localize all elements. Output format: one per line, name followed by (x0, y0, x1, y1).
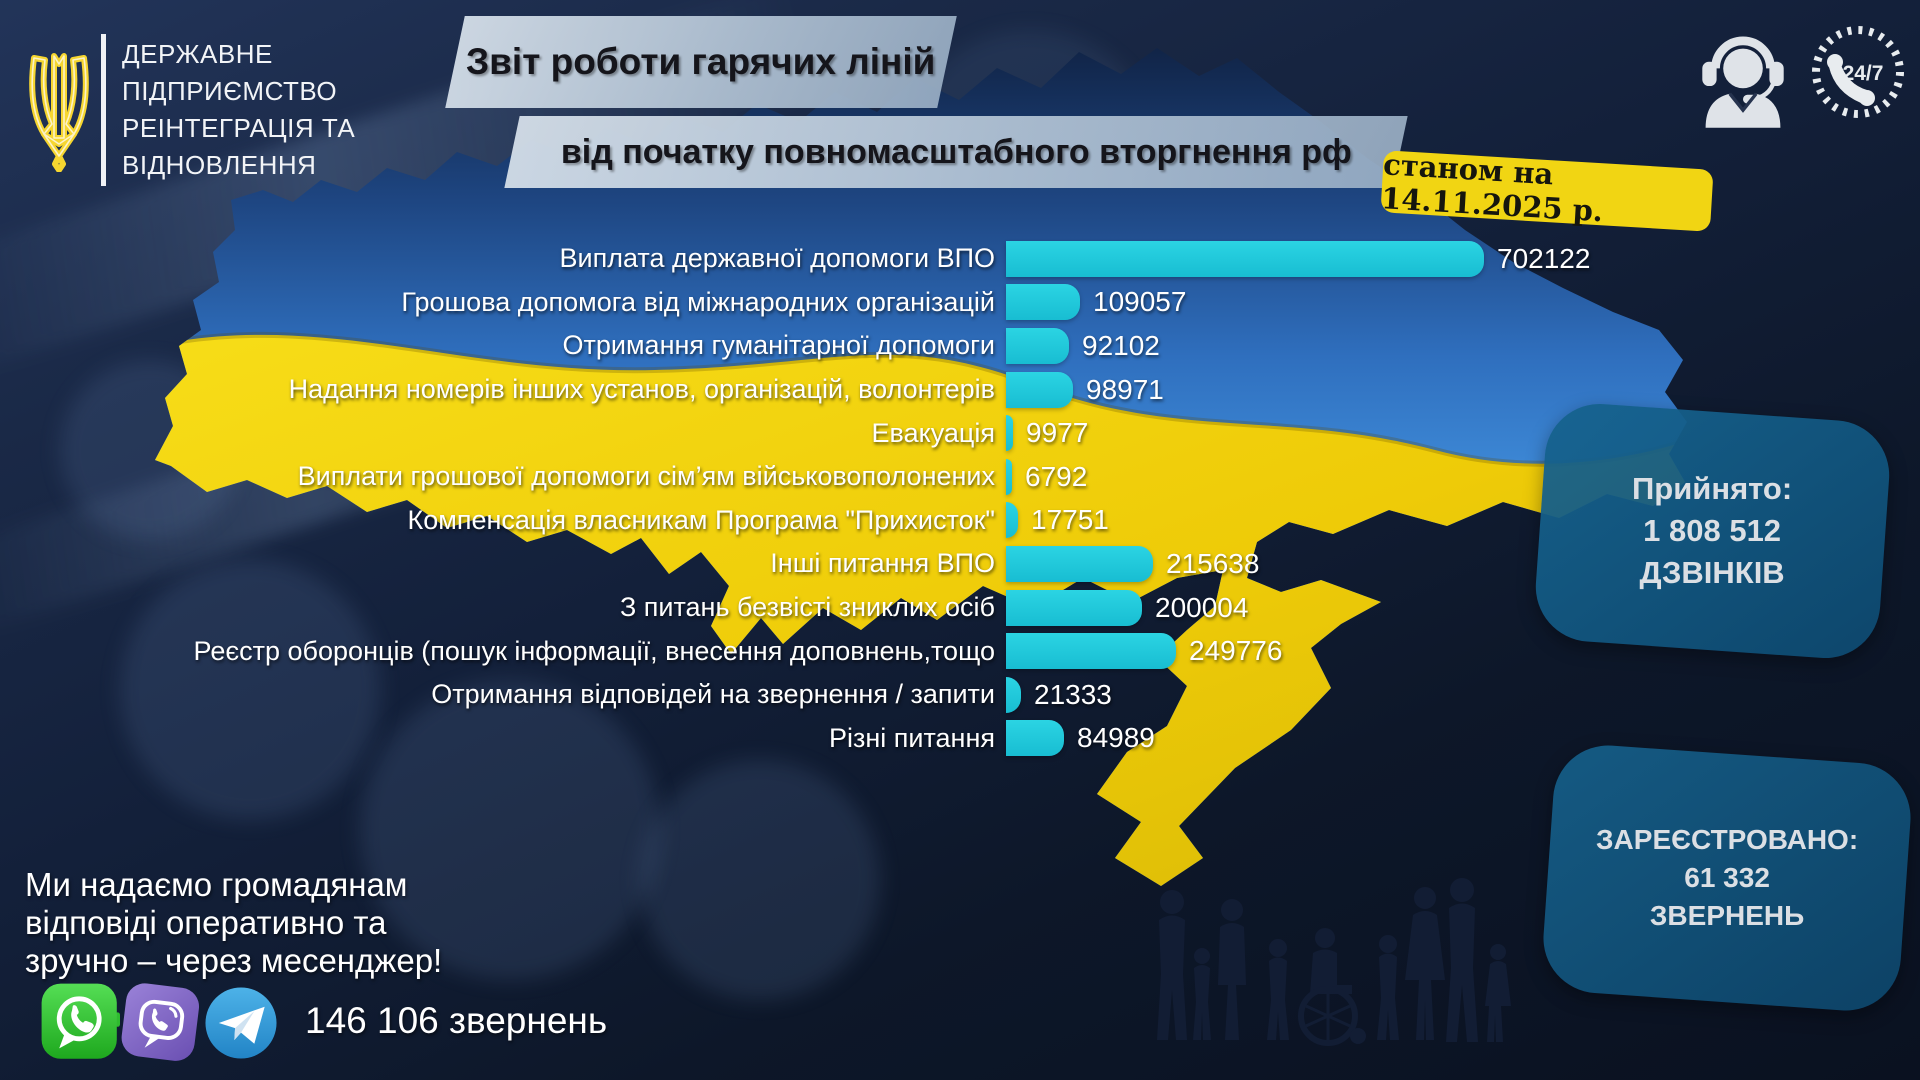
bar-value: 200004 (1155, 591, 1249, 623)
call-operator-icon (1702, 36, 1784, 128)
bar-label: Евакуація (871, 417, 995, 448)
chart-row: Виплати грошової допомоги сім’ям військо… (140, 455, 1590, 499)
chart-row: Компенсація власникам Програма "Прихисто… (140, 499, 1590, 543)
bar (1006, 327, 1069, 364)
bar-value: 17751 (1031, 504, 1109, 536)
chart-row: Отримання гуманітарної допомоги 92102 (140, 324, 1590, 368)
bar-label: Виплата державної допомоги ВПО (559, 243, 995, 274)
bar-label: Отримання відповідей на звернення / запи… (431, 679, 995, 710)
chart-row: Грошова допомога від міжнародних організ… (140, 281, 1590, 325)
bar-value: 6792 (1025, 460, 1088, 492)
badge-24-7-text: 24/7 (1843, 62, 1884, 85)
promo-line: відповіді оперативно та (25, 904, 387, 941)
bar-label: Грошова допомога від міжнародних організ… (401, 286, 995, 317)
bar (1006, 633, 1176, 670)
chart-row: Інші питання ВПО 215638 (140, 542, 1590, 586)
bar-value: 109057 (1093, 286, 1187, 318)
bar (1006, 502, 1018, 539)
org-name-line: ПІДПРИЄМСТВО (122, 76, 338, 106)
accepted-calls-box: Прийнято: 1 808 512 ДЗВІНКІВ (1532, 400, 1893, 662)
chart-row: Різні питання 84989 (140, 717, 1590, 761)
messenger-promo-text: Ми надаємо громадянам відповіді оператив… (25, 866, 442, 980)
hotline-bar-chart: Виплата державної допомоги ВПО 702122 Грош… (140, 237, 1590, 760)
registered-unit: ЗВЕРНЕНЬ (1649, 899, 1805, 931)
bokeh-circle (120, 560, 380, 820)
bar-value: 92102 (1082, 329, 1160, 361)
chart-row: З питань безвісті зниклих осіб 200004 (140, 586, 1590, 630)
bar-value: 249776 (1189, 635, 1283, 667)
chart-row: Виплата державної допомоги ВПО 702122 (140, 237, 1590, 281)
bar-label: Інші питання ВПО (770, 548, 995, 579)
bar-value: 215638 (1166, 547, 1260, 579)
bar (1006, 589, 1142, 626)
org-name-line: РЕІНТЕГРАЦІЯ ТА (122, 113, 356, 143)
bar (1006, 545, 1153, 582)
bar (1006, 676, 1021, 713)
telegram-icon (205, 987, 277, 1059)
bokeh-circle (640, 760, 880, 1000)
bar (1006, 415, 1013, 452)
trident-icon (29, 53, 89, 172)
bar-label: Компенсація власникам Програма "Прихисто… (407, 504, 995, 535)
org-name-line: ДЕРЖАВНЕ (122, 39, 273, 69)
whatsapp-icon (41, 983, 120, 1059)
registered-requests-box: ЗАРЕЄСТРОВАНО: 61 332 ЗВЕРНЕНЬ (1539, 741, 1915, 1015)
bokeh-circle (360, 680, 660, 980)
org-name-line: ВІДНОВЛЕННЯ (122, 150, 317, 180)
bar-label: Отримання гуманітарної допомоги (562, 330, 995, 361)
subtitle-banner: від початку повномасштабного вторгнення … (504, 116, 1408, 188)
title-banner: Звіт роботи гарячих ліній (445, 16, 957, 108)
registered-label: ЗАРЕЄСТРОВАНО: (1595, 824, 1859, 856)
bar-label: Надання номерів інших установ, організац… (288, 374, 995, 405)
page-title: Звіт роботи гарячих ліній (466, 41, 936, 82)
viber-icon (121, 983, 200, 1061)
accepted-value: 1 808 512 (1643, 513, 1782, 549)
bar (1006, 284, 1080, 321)
accepted-label: Прийнято: (1632, 471, 1793, 507)
family-silhouettes-image (1157, 878, 1511, 1046)
bar (1006, 240, 1484, 277)
bar-label: З питань безвісті зниклих осіб (619, 592, 995, 623)
chart-row: Отримання відповідей на звернення / запи… (140, 673, 1590, 717)
page-subtitle: від початку повномасштабного вторгнення … (560, 132, 1352, 171)
promo-line: зручно – через месенджер! (25, 942, 443, 979)
logo-divider (101, 34, 106, 186)
bar-label: Різні питання (828, 722, 995, 753)
messenger-requests-count: 146 106 звернень (305, 1000, 608, 1041)
bar-value: 98971 (1086, 373, 1164, 405)
bar-value: 702122 (1497, 242, 1591, 274)
chart-row: Реєстр оборонців (пошук інформації, внес… (140, 629, 1590, 673)
badge-24-7-icon: 24/7 (1812, 26, 1904, 118)
chart-row: Евакуація 9977 (140, 411, 1590, 455)
bar (1006, 720, 1064, 757)
bar-label: Виплати грошової допомоги сім’ям військо… (297, 461, 995, 492)
accepted-unit: ДЗВІНКІВ (1639, 554, 1786, 590)
bar-label: Реєстр оборонців (пошук інформації, внес… (193, 635, 995, 666)
bar (1006, 371, 1073, 408)
bar (1006, 458, 1012, 495)
promo-line: Ми надаємо громадянам (25, 866, 408, 903)
chart-row: Надання номерів інших установ, організац… (140, 368, 1590, 412)
bar-value: 9977 (1026, 417, 1089, 449)
bar-value: 84989 (1077, 722, 1155, 754)
bar-value: 21333 (1034, 678, 1112, 710)
org-name: ДЕРЖАВНЕ ПІДПРИЄМСТВО РЕІНТЕГРАЦІЯ ТА ВІ… (122, 36, 355, 184)
registered-value: 61 332 (1684, 862, 1770, 894)
